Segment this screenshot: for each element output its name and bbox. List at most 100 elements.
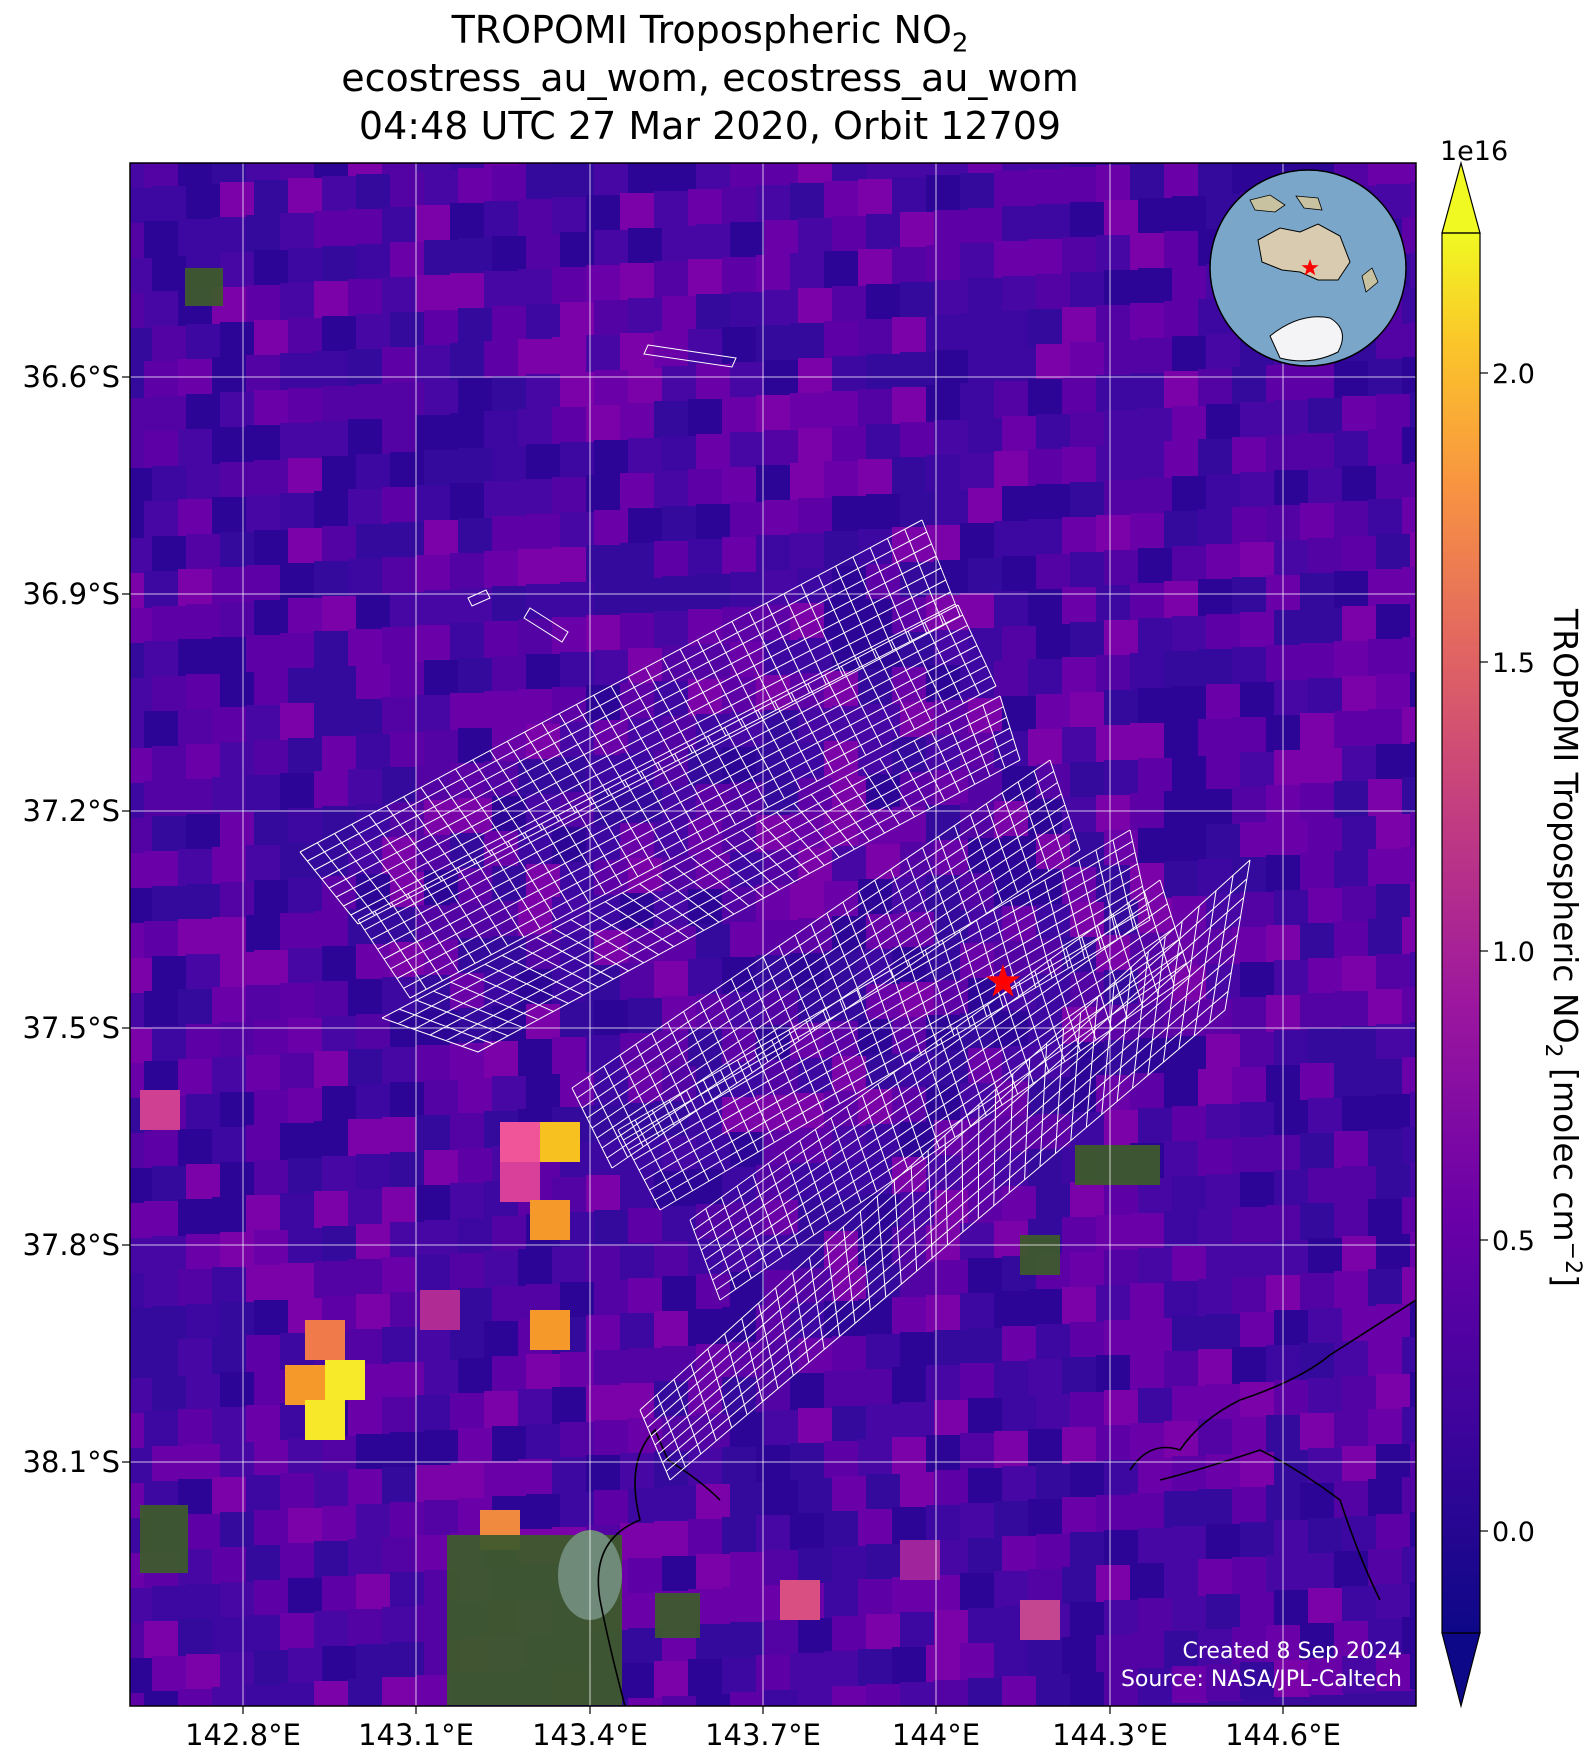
no2-pixel — [212, 567, 248, 604]
no2-pixel — [1410, 1512, 1416, 1549]
no2-pixel — [1002, 696, 1038, 733]
no2-pixel — [424, 1220, 460, 1257]
no2-pixel — [130, 258, 154, 295]
no2-pixel — [628, 438, 664, 475]
no2-pixel — [764, 990, 800, 1027]
no2-pixel — [1300, 433, 1336, 470]
no2-pixel — [424, 1080, 460, 1117]
no2-pixel — [1232, 717, 1268, 754]
no2-pixel — [1206, 544, 1242, 581]
no2-pixel — [620, 1383, 656, 1420]
no2-pixel — [130, 1238, 154, 1275]
no2-pixel — [1308, 1658, 1344, 1695]
no2-pixel — [960, 1643, 996, 1680]
no2-pixel — [756, 605, 792, 642]
no2-pixel — [348, 1049, 384, 1086]
no2-pixel — [518, 1459, 554, 1496]
no2-pixels — [118, 163, 1416, 1752]
no2-pixel — [314, 1121, 350, 1158]
no2-pixel — [1334, 571, 1370, 608]
no2-pixel — [212, 1057, 248, 1094]
no2-pixel — [654, 611, 690, 648]
no2-pixel — [144, 361, 180, 398]
no2-pixel — [152, 1236, 188, 1273]
no2-pixel — [586, 335, 622, 372]
no2-pixel — [722, 327, 758, 364]
no2-pixel — [1104, 410, 1140, 447]
no2-pixel — [1266, 1555, 1302, 1592]
no2-pixel — [186, 814, 222, 851]
no2-pixel — [178, 1339, 214, 1376]
no2-pixel — [280, 1473, 316, 1510]
imagery-patch — [655, 1593, 700, 1638]
no2-pixel — [220, 182, 256, 219]
no2-pixel — [424, 310, 460, 347]
no2-pixel — [484, 271, 520, 308]
no2-pixel — [866, 1544, 902, 1581]
no2-pixel — [1070, 482, 1106, 519]
no2-pixel — [662, 1276, 698, 1313]
no2-pixel — [1232, 647, 1268, 684]
no2-pixel — [288, 668, 324, 705]
no2-pixel — [1096, 165, 1132, 202]
no2-pixel — [492, 1426, 528, 1463]
no2-pixel — [824, 531, 860, 568]
no2-pixel — [186, 1584, 222, 1621]
no2-pixel — [382, 1467, 418, 1504]
no2-pixel — [764, 1410, 800, 1447]
no2-pixel — [620, 403, 656, 440]
no2-pixel — [1334, 501, 1370, 538]
no2-pixel — [1028, 449, 1064, 486]
no2-pixel — [1232, 927, 1268, 964]
no2-pixel — [1028, 589, 1064, 626]
no2-pixel — [212, 357, 248, 394]
credits: Created 8 Sep 2024 Source: NASA/JPL-Calt… — [1121, 1638, 1402, 1694]
no2-pixel — [1266, 925, 1302, 962]
no2-pixel — [688, 1659, 724, 1696]
no2-pixel — [934, 350, 970, 387]
no2-pixel — [1274, 750, 1310, 787]
no2-pixel — [1342, 396, 1378, 433]
no2-pixel — [1342, 816, 1378, 853]
no2-pixel — [866, 564, 902, 601]
no2-pixel — [348, 629, 384, 666]
no2-pixel — [1410, 1302, 1416, 1339]
no2-pixel — [518, 339, 554, 376]
no2-pixel — [1172, 826, 1208, 863]
no2-pixel — [1096, 1285, 1132, 1322]
no2-pixel — [1300, 1623, 1336, 1660]
no2-pixel — [424, 1150, 460, 1187]
no2-pixel — [186, 1024, 222, 1061]
no2-pixel — [994, 661, 1030, 698]
no2-pixel — [594, 1280, 630, 1317]
no2-pixel — [790, 463, 826, 500]
no2-pixel — [934, 210, 970, 247]
no2-pixel — [458, 1148, 494, 1185]
no2-pixel — [662, 1206, 698, 1243]
no2-pixel — [722, 1167, 758, 1204]
no2-pixel — [1368, 1339, 1404, 1376]
no2-pixel — [900, 772, 936, 809]
no2-pixel — [118, 1728, 154, 1752]
no2-pixel — [526, 234, 562, 271]
no2-pixel — [968, 1188, 1004, 1225]
no2-pixel — [492, 376, 528, 413]
no2-pixel — [654, 1451, 690, 1488]
no2-pixel — [858, 319, 894, 356]
no2-pixel — [144, 163, 180, 188]
no2-pixel — [696, 1344, 732, 1381]
no2-pixel — [756, 955, 792, 992]
no2-pixel — [1070, 342, 1106, 379]
no2-pixel — [1342, 1096, 1378, 1133]
no2-pixel — [756, 1165, 792, 1202]
no2-pixel — [492, 1076, 528, 1113]
no2-pixel — [280, 1053, 316, 1090]
no2-pixel — [722, 887, 758, 924]
no2-pixel — [594, 1210, 630, 1247]
no2-pixel — [1070, 622, 1106, 659]
no2-pixel — [960, 1223, 996, 1260]
no2-pixel — [1130, 163, 1166, 200]
no2-pixel — [314, 163, 350, 178]
no2-pixel — [1096, 1355, 1132, 1392]
no2-pixel — [730, 1622, 766, 1659]
